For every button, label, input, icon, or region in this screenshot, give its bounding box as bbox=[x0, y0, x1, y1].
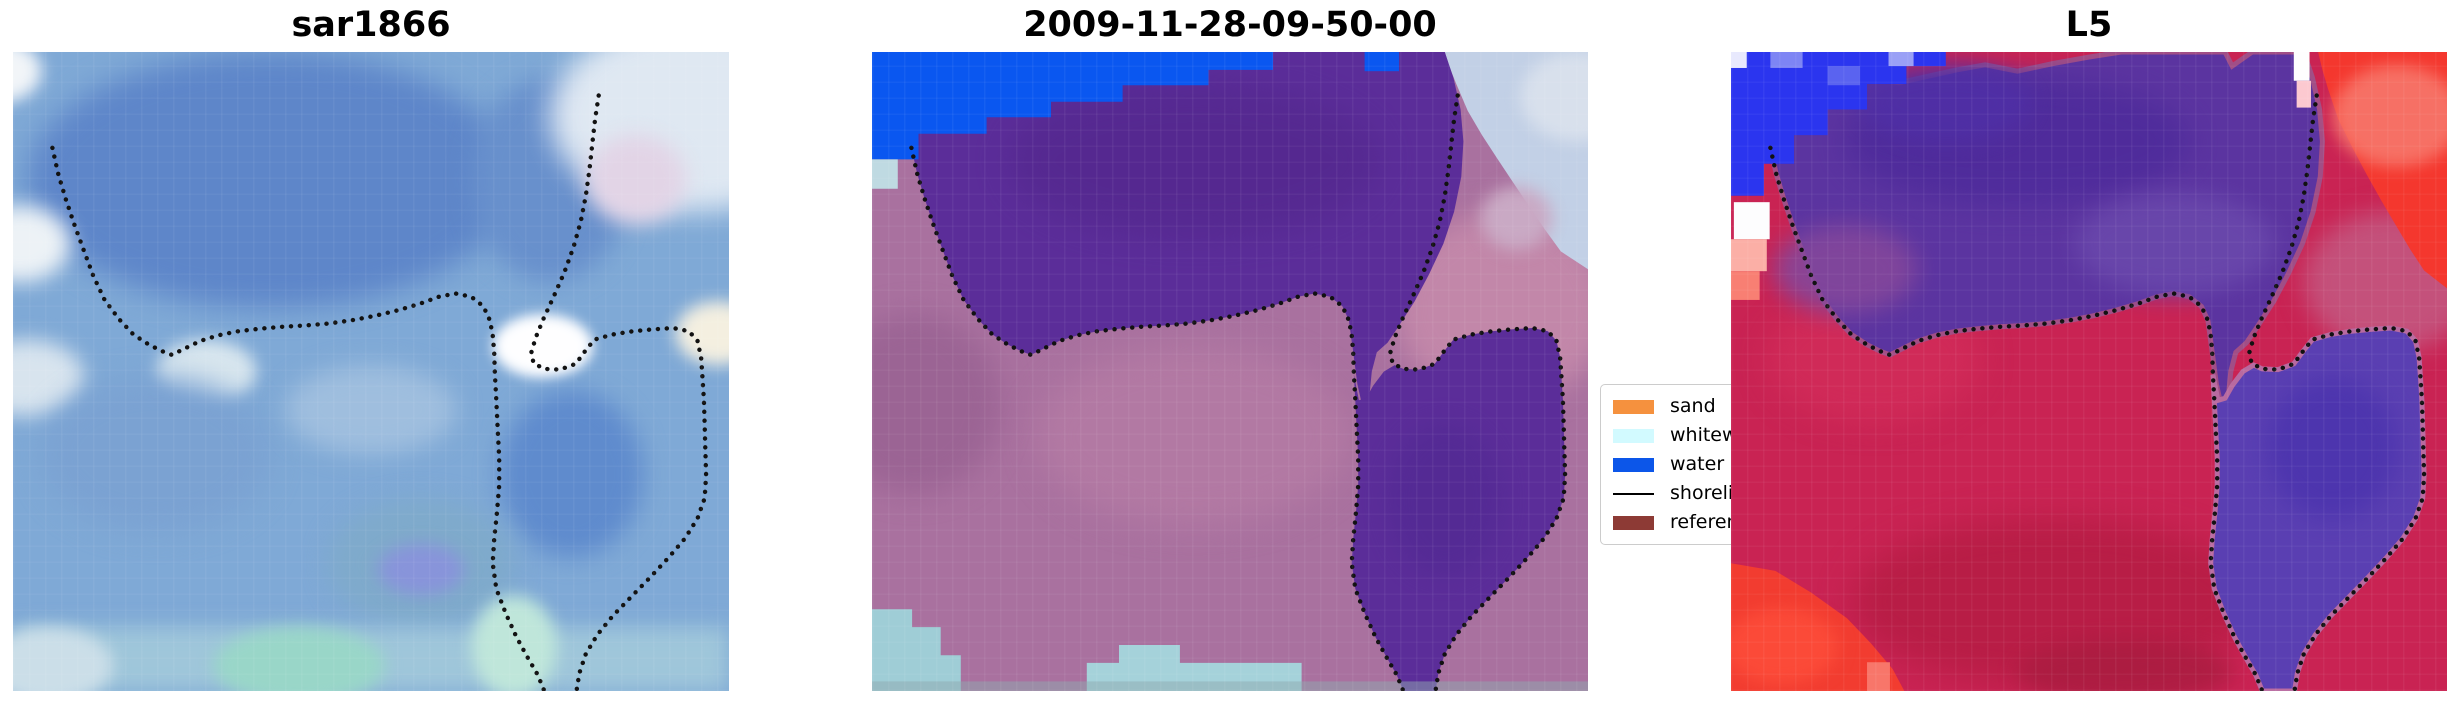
image-region bbox=[1731, 607, 1839, 685]
shoreline-dotted-line bbox=[50, 145, 547, 691]
shoreline-dotted-line bbox=[1768, 145, 2265, 691]
image-region bbox=[1086, 645, 1302, 691]
image-region bbox=[1008, 83, 1381, 238]
image-region bbox=[585, 135, 687, 225]
image-region bbox=[378, 544, 465, 596]
image-region bbox=[2074, 192, 2276, 295]
image-region bbox=[27, 52, 515, 308]
image-region bbox=[1888, 52, 1914, 67]
image-region bbox=[1827, 66, 1860, 86]
legend-color-swatch bbox=[1613, 515, 1654, 530]
legend-item: water bbox=[1613, 454, 1792, 475]
image-region bbox=[872, 314, 1001, 493]
image-region bbox=[1867, 662, 1890, 691]
satellite-image-l5 bbox=[1731, 52, 2447, 691]
shoreline-dotted-line bbox=[909, 145, 1406, 691]
image-region bbox=[1770, 52, 1803, 68]
image-region bbox=[2017, 639, 2233, 691]
image-region bbox=[1387, 422, 1503, 576]
image-region bbox=[2332, 64, 2447, 168]
image-region bbox=[13, 627, 114, 691]
image-region bbox=[872, 609, 961, 691]
image-region bbox=[872, 159, 898, 189]
image-region bbox=[2293, 52, 2310, 81]
image-region bbox=[1731, 271, 1760, 300]
image-region bbox=[872, 52, 1273, 160]
image-region bbox=[13, 339, 85, 417]
legend-line-swatch bbox=[1613, 492, 1654, 495]
image-region bbox=[499, 390, 644, 557]
legend-item: sand bbox=[1613, 396, 1792, 417]
image-region bbox=[1733, 202, 1770, 240]
satellite-image-classified bbox=[872, 52, 1588, 691]
legend-label: sand bbox=[1670, 395, 1716, 417]
image-region bbox=[1364, 52, 1399, 72]
image-region bbox=[2296, 80, 2311, 108]
image-region bbox=[13, 205, 71, 283]
legend-color-swatch bbox=[1613, 399, 1654, 414]
panel-title-sar1866: sar1866 bbox=[291, 5, 451, 45]
panel-title-l5: L5 bbox=[2065, 5, 2113, 45]
image-region bbox=[285, 365, 457, 455]
image-region bbox=[675, 301, 729, 366]
panel-svg bbox=[13, 52, 729, 691]
image-region bbox=[492, 313, 593, 378]
panel-svg bbox=[1731, 52, 2447, 691]
panel-title-date: 2009-11-28-09-50-00 bbox=[1023, 5, 1437, 45]
image-region bbox=[872, 681, 1588, 691]
image-region bbox=[41, 377, 271, 532]
legend-color-swatch bbox=[1613, 457, 1654, 472]
image-region bbox=[1731, 52, 1747, 68]
satellite-image-sar1866 bbox=[13, 52, 729, 691]
image-region bbox=[2268, 377, 2397, 519]
legend-label: water bbox=[1670, 453, 1725, 475]
image-region bbox=[1731, 239, 1767, 272]
image-region bbox=[1731, 52, 1946, 196]
image-region bbox=[1519, 52, 1588, 142]
image-region bbox=[471, 595, 558, 691]
image-region bbox=[213, 627, 386, 691]
panel-svg bbox=[872, 52, 1588, 691]
image-region bbox=[1773, 224, 1918, 314]
image-region bbox=[1480, 186, 1553, 251]
image-region bbox=[13, 52, 42, 102]
image-region bbox=[1036, 345, 1352, 525]
legend-color-swatch bbox=[1613, 428, 1654, 443]
